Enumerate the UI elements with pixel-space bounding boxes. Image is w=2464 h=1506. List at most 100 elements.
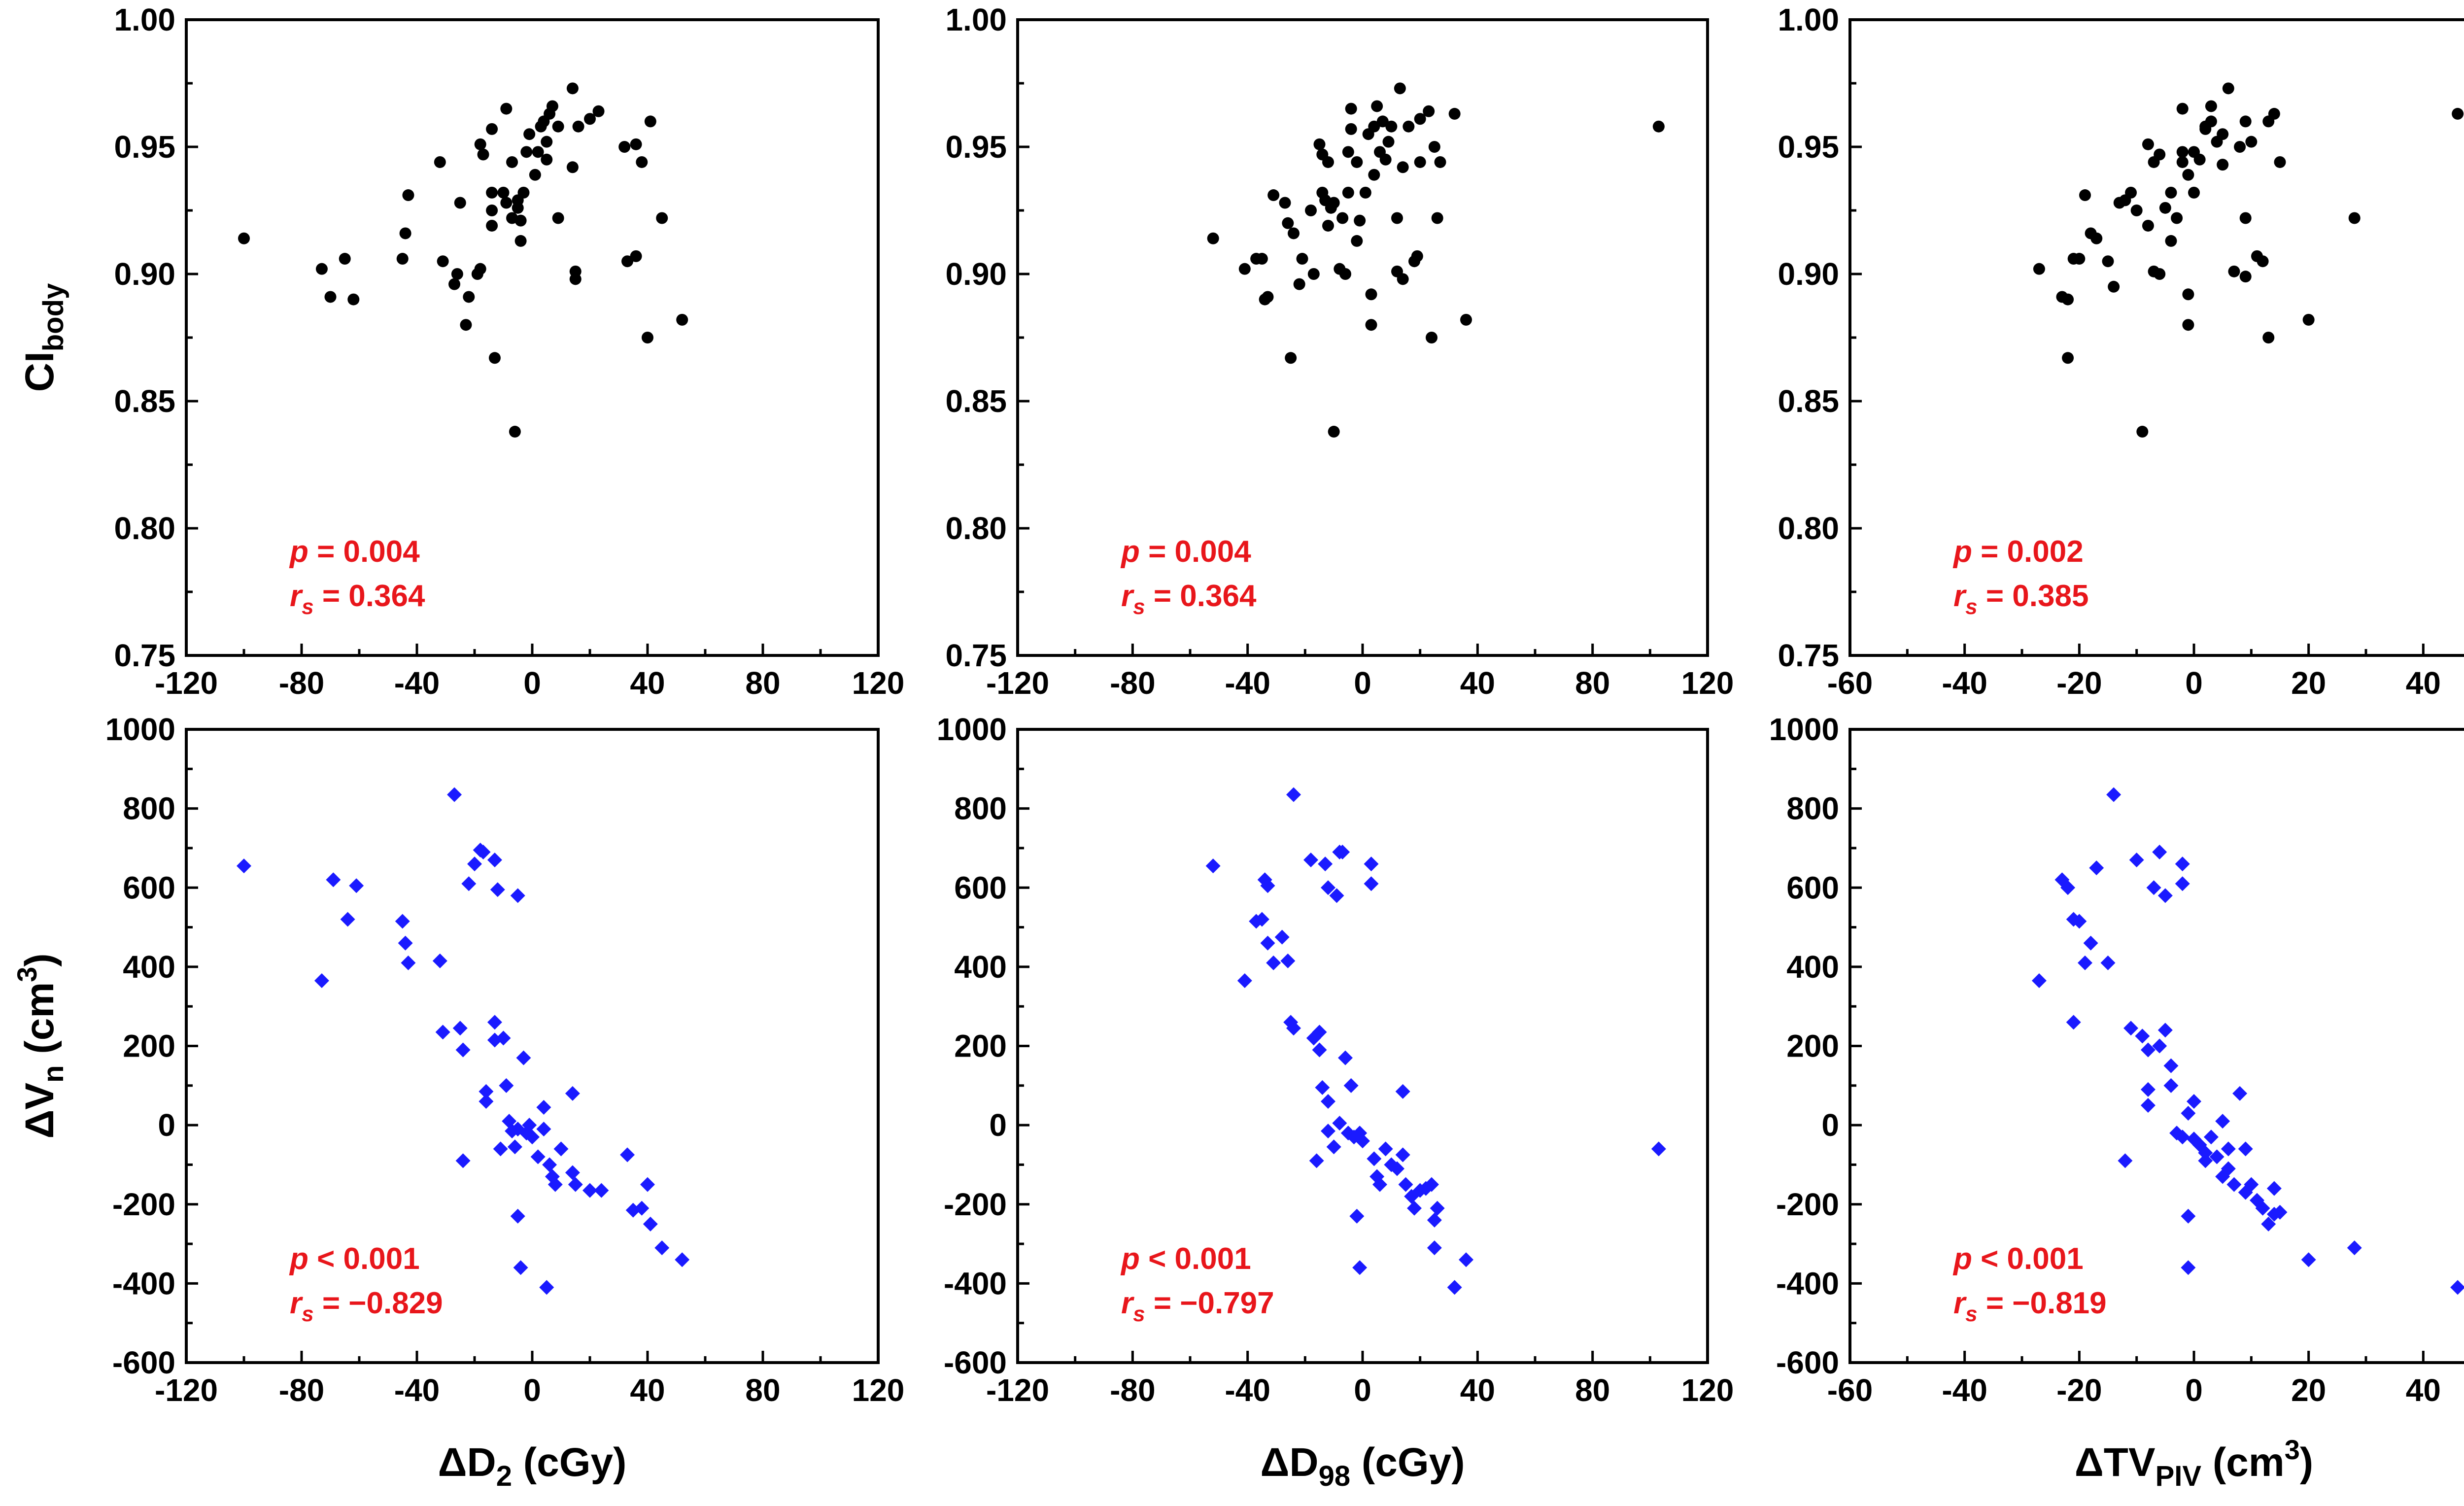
- data-point: [2232, 1086, 2248, 1101]
- data-point: [507, 1139, 522, 1155]
- y-tick-label: -200: [944, 1187, 1007, 1222]
- p-value-label: p = 0.004: [1120, 535, 1251, 569]
- data-point: [2198, 1145, 2213, 1161]
- data-point: [486, 186, 498, 199]
- data-point: [2135, 1028, 2150, 1044]
- data-point: [2239, 271, 2252, 283]
- data-point: [2176, 146, 2189, 158]
- data-point: [2239, 115, 2252, 128]
- data-point: [339, 253, 351, 265]
- data-point: [1376, 115, 1389, 128]
- data-point: [2060, 880, 2076, 895]
- data-point: [517, 186, 530, 199]
- data-point: [474, 263, 486, 275]
- y-tick-label: -600: [112, 1345, 175, 1380]
- data-point: [1403, 120, 1415, 133]
- data-point: [584, 113, 596, 125]
- data-point: [1390, 1161, 1404, 1176]
- data-point: [479, 1084, 494, 1099]
- data-point: [1414, 156, 1426, 168]
- spearman-r-label: rs = −0.819: [1953, 1286, 2107, 1326]
- data-point: [1321, 880, 1335, 895]
- data-point: [1414, 113, 1426, 125]
- data-point: [447, 787, 462, 802]
- data-point: [618, 141, 631, 153]
- data-point: [2193, 153, 2206, 166]
- x-tick-label: -80: [1110, 1372, 1156, 1408]
- data-point: [1280, 953, 1296, 968]
- y-tick-label: 200: [1786, 1028, 1839, 1064]
- data-point: [1460, 313, 1472, 326]
- data-point: [1385, 120, 1398, 133]
- data-point: [2347, 1240, 2362, 1256]
- data-point: [2181, 1106, 2196, 1121]
- y-tick-label: 0: [158, 1107, 175, 1143]
- data-point: [461, 876, 477, 891]
- x-tick-label: 80: [1575, 665, 1610, 701]
- data-point: [1652, 120, 1665, 133]
- data-point: [566, 161, 579, 173]
- data-point: [541, 136, 553, 148]
- data-point: [1343, 1078, 1359, 1093]
- data-point: [1303, 853, 1318, 868]
- x-tick-label: -40: [394, 665, 440, 701]
- x-tick-label: 120: [1681, 665, 1734, 701]
- data-point: [477, 148, 489, 161]
- scatter-panel-3: -60-40-2002040600.750.800.850.900.951.00…: [1778, 2, 2464, 701]
- data-point: [568, 1177, 583, 1192]
- spearman-r-label: rs = 0.364: [1121, 579, 1257, 619]
- data-point: [1427, 1240, 1442, 1256]
- y-tick-label: 1.00: [1778, 2, 1839, 37]
- data-point: [2238, 1141, 2253, 1157]
- data-point: [594, 1183, 609, 1198]
- data-point: [2222, 82, 2234, 95]
- y-tick-label: 1.00: [114, 2, 175, 37]
- data-point: [569, 273, 582, 285]
- y-tick-label: 1000: [1769, 712, 1839, 747]
- data-point: [523, 128, 536, 140]
- data-point: [500, 103, 513, 115]
- y-tick-label: 600: [954, 870, 1007, 905]
- x-tick-label: 0: [2185, 1372, 2203, 1408]
- data-point: [2175, 876, 2190, 891]
- data-point: [2165, 235, 2177, 247]
- data-point: [2062, 352, 2074, 364]
- data-point: [486, 205, 498, 216]
- data-point: [1305, 205, 1317, 216]
- data-point: [2228, 265, 2240, 277]
- data-point: [2261, 1216, 2276, 1232]
- x-axis-title-col-2: ΔD98 (cGy): [1260, 1440, 1465, 1492]
- data-point: [2301, 1252, 2316, 1267]
- data-point: [1424, 1177, 1439, 1192]
- data-point: [509, 425, 521, 438]
- data-point: [2100, 955, 2116, 970]
- x-tick-label: 0: [523, 665, 541, 701]
- data-point: [514, 235, 527, 247]
- data-point: [2140, 1042, 2156, 1058]
- data-point: [1427, 1212, 1442, 1228]
- x-tick-label: -120: [155, 665, 218, 701]
- data-point: [539, 1280, 554, 1295]
- data-point: [1321, 1124, 1335, 1139]
- x-tick-label: 120: [852, 665, 905, 701]
- data-point: [314, 973, 329, 988]
- data-point: [1398, 1177, 1413, 1192]
- x-tick-label: 0: [1354, 665, 1371, 701]
- data-point: [2450, 1280, 2464, 1295]
- data-point: [572, 120, 584, 133]
- data-point: [2163, 1058, 2179, 1073]
- data-point: [642, 332, 653, 343]
- y-tick-label: 0.95: [1778, 129, 1839, 165]
- data-point: [2268, 107, 2280, 120]
- data-point: [437, 255, 449, 268]
- y-tick-label: 1.00: [945, 2, 1007, 37]
- data-point: [1322, 156, 1334, 168]
- x-tick-label: 80: [745, 665, 780, 701]
- data-point: [2175, 856, 2190, 872]
- y-tick-label: 400: [954, 949, 1007, 985]
- data-point: [1352, 1260, 1368, 1275]
- y-tick-label: 600: [123, 870, 175, 905]
- data-point: [1282, 217, 1294, 229]
- data-point: [565, 1165, 580, 1180]
- data-point: [487, 853, 502, 868]
